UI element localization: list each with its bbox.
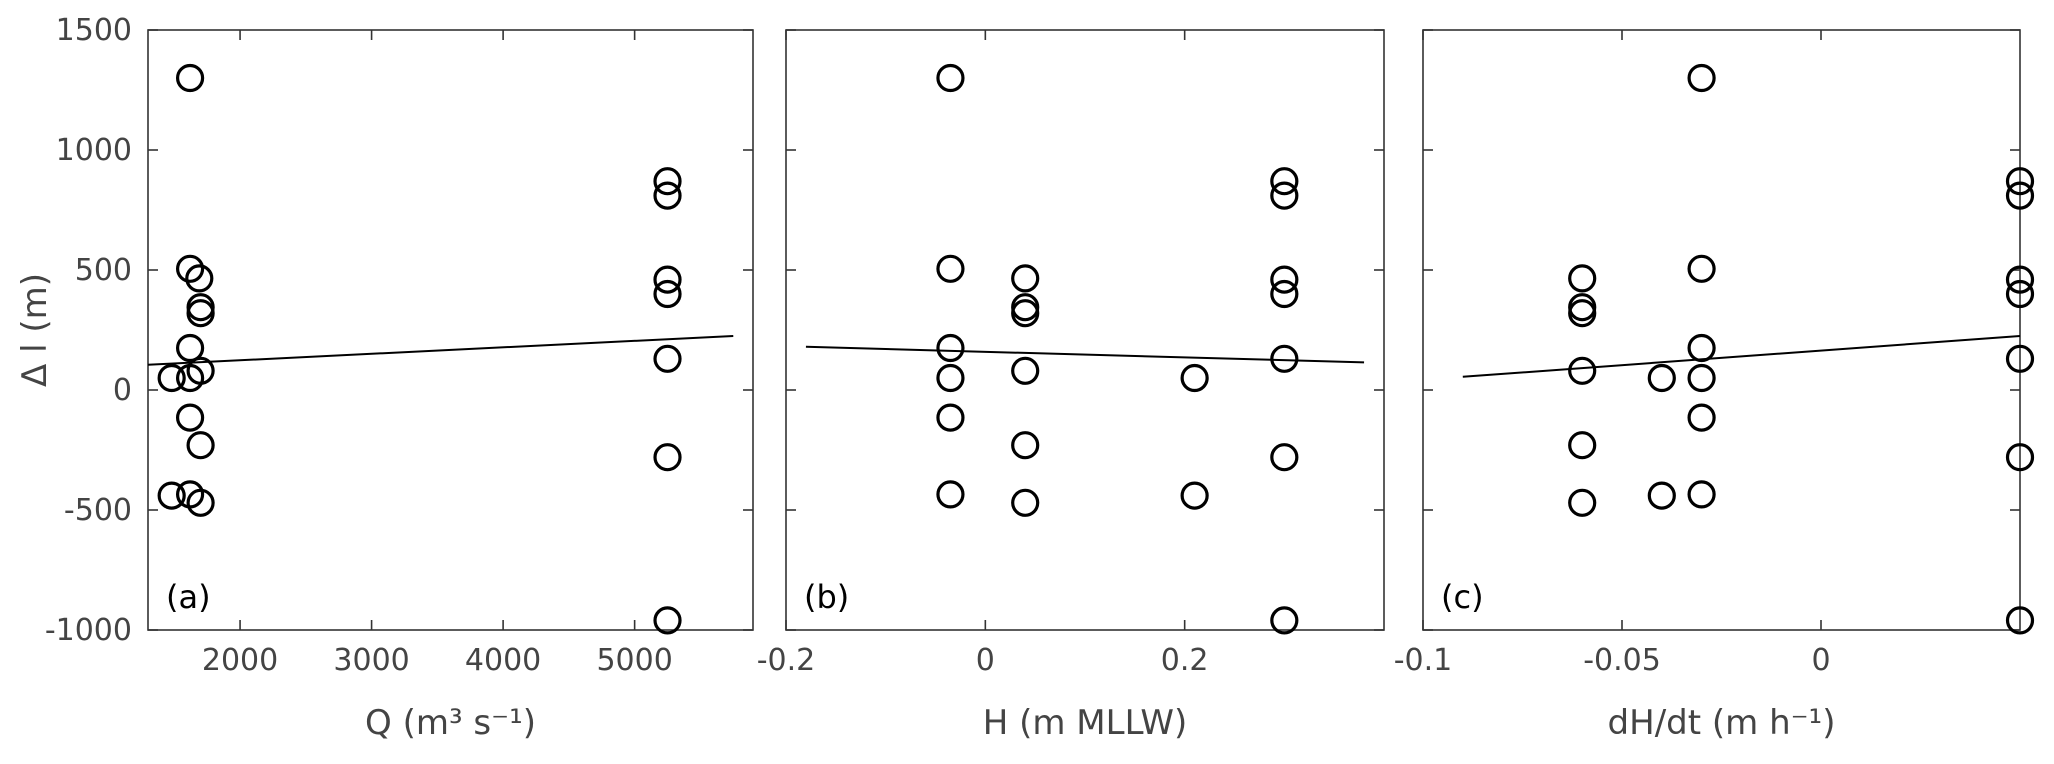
data-point [1011, 488, 1040, 517]
data-point [936, 333, 965, 363]
data-point [186, 293, 215, 322]
data-point [186, 356, 215, 385]
data-point [185, 264, 214, 293]
x-tick-label: 0.2 [1161, 643, 1209, 678]
plot-frame [1422, 29, 2021, 631]
panel-a: 2000 3000 4000 5000 -1000 -500 0 500 1000 1500 (a)… [15, 13, 754, 743]
data-point [653, 181, 682, 210]
data-point [1270, 279, 1299, 309]
data-point [2005, 167, 2035, 196]
data-point [1568, 299, 1597, 328]
data-point [1647, 481, 1676, 510]
data-point [1687, 403, 1716, 432]
x-axis-label: dH/dt (m h⁻¹) [1608, 703, 1836, 743]
data-point [175, 403, 205, 432]
x-tick-label: -0.1 [1394, 643, 1453, 678]
y-axis-label: Δ l (m) [15, 273, 55, 387]
x-tick-label: 0 [976, 643, 995, 678]
data-point [1568, 356, 1597, 385]
panel-label: (c) [1441, 578, 1484, 616]
data-point [186, 299, 215, 328]
data-point [2005, 344, 2035, 373]
data-point [1270, 443, 1299, 472]
data-point [653, 279, 682, 309]
x-tick-label: -0.2 [757, 643, 816, 678]
data-point [2005, 181, 2035, 210]
data-point [1011, 299, 1040, 328]
data-point [2005, 265, 2035, 294]
x-tick-label: 0 [1811, 643, 1830, 678]
regression-line [147, 335, 734, 366]
data-point [1270, 181, 1299, 210]
y-tick-label: -500 [64, 493, 132, 528]
data-point [936, 63, 965, 93]
data-point [175, 333, 205, 363]
data-point [1687, 254, 1716, 283]
data-point [1687, 63, 1716, 93]
data-point [936, 403, 965, 432]
data-point [653, 606, 682, 635]
data-point [1270, 344, 1299, 373]
data-point [936, 363, 965, 393]
x-axis-label: Q (m³ s⁻¹) [365, 703, 536, 743]
data-point [936, 480, 965, 509]
data-point [1270, 265, 1299, 294]
data-point [1687, 363, 1716, 393]
x-tick-label: 5000 [596, 643, 672, 678]
x-axis-label: H (m MLLW) [983, 703, 1188, 743]
data-point [186, 488, 215, 517]
y-tick-label: -1000 [45, 613, 132, 648]
data-point [175, 254, 205, 283]
data-point [1568, 431, 1597, 460]
data-point [653, 443, 682, 472]
regression-line [805, 345, 1365, 364]
data-point [1011, 293, 1040, 322]
data-point [157, 481, 186, 510]
data-point [1011, 264, 1040, 293]
data-point [1180, 481, 1209, 510]
plot-frame [147, 29, 754, 631]
data-point [1647, 363, 1676, 393]
data-point [653, 167, 682, 196]
data-point [1270, 167, 1299, 196]
data-point [653, 344, 682, 373]
data-point [1568, 264, 1597, 293]
data-point [936, 254, 965, 283]
data-point [1687, 333, 1716, 363]
x-tick-label: -0.05 [1583, 643, 1661, 678]
data-point [2005, 606, 2035, 635]
regression-line [1462, 335, 2021, 378]
panel-label: (a) [166, 578, 211, 616]
x-tick-label: 4000 [465, 643, 541, 678]
data-point [157, 363, 186, 393]
data-point [1011, 431, 1040, 460]
plot-frame [785, 29, 1385, 631]
data-point [1180, 363, 1209, 393]
x-tick-label: 2000 [202, 643, 278, 678]
data-point [186, 431, 215, 460]
panel-label: (b) [804, 578, 849, 616]
data-point [2005, 443, 2035, 472]
y-tick-label: 500 [75, 253, 132, 288]
panel-c: -0.1 -0.05 0 (c) dH/dt (m h⁻¹) [1394, 29, 2035, 743]
data-point [1687, 480, 1716, 509]
data-point [1568, 488, 1597, 517]
x-tick-label: 3000 [333, 643, 409, 678]
data-point [1011, 356, 1040, 385]
y-tick-label: 1000 [56, 133, 132, 168]
y-tick-label: 1500 [56, 13, 132, 48]
panel-b: -0.2 0 0.2 (b) H (m MLLW) [757, 29, 1385, 743]
data-point [653, 265, 682, 294]
data-point [1270, 606, 1299, 635]
data-point [1568, 293, 1597, 322]
data-point [175, 63, 205, 93]
y-tick-label: 0 [113, 373, 132, 408]
data-point [2005, 279, 2035, 309]
